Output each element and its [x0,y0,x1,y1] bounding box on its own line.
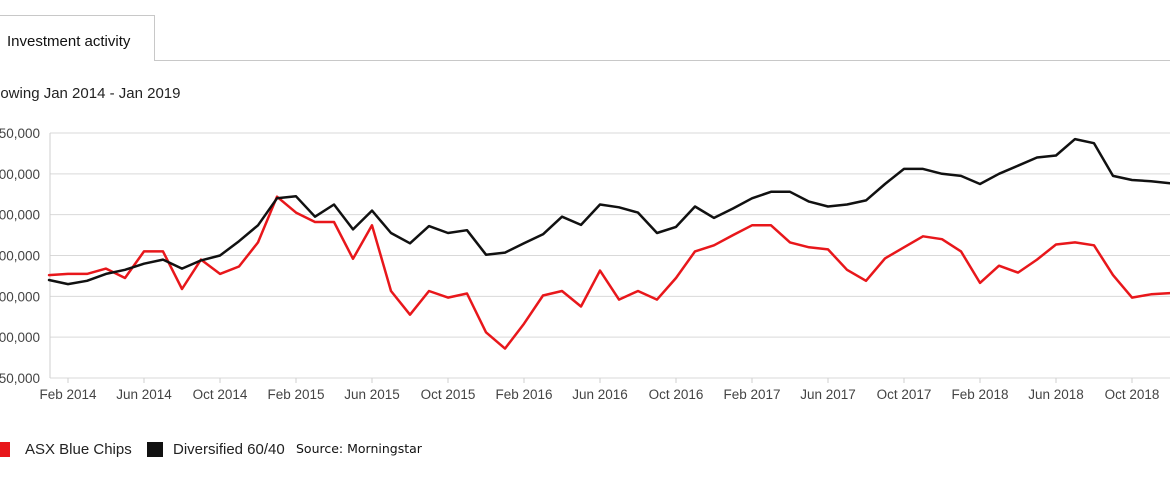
x-tick-label: Oct 2018 [1105,387,1160,402]
series-line-asx [47,195,1170,350]
x-tick-label: Feb 2015 [267,387,324,402]
x-tick-label: Jun 2016 [572,387,628,402]
y-tick-label: 00,000 [0,289,40,304]
line-chart: 50,000 00,000 00,000 00,000 00,000 00,000 50,0… [0,126,1170,402]
x-tick-label: Oct 2017 [877,387,932,402]
x-tick-label: Jun 2015 [344,387,400,402]
x-tick-label: Feb 2016 [495,387,552,402]
x-tick-label: Jun 2014 [116,387,172,402]
y-tick-label: 00,000 [0,249,40,264]
x-tick-label: Feb 2014 [39,387,97,402]
series-line-diversified [47,137,1170,286]
y-tick-label: 00,000 [0,208,40,223]
legend-label-asx: ASX Blue Chips [25,441,132,458]
x-tick-label: Jun 2017 [800,387,856,402]
legend-label-diversified: Diversified 60/40 [173,441,285,458]
x-tick-label: Jun 2018 [1028,387,1084,402]
source-note: Source: Morningstar [296,441,422,456]
legend-swatch-asx [0,442,10,457]
y-tick-label: 00,000 [0,167,40,182]
y-tick-label: 50,000 [0,371,40,386]
legend-swatch-diversified [147,442,163,457]
x-tick-label: Oct 2014 [193,387,248,402]
date-range-label: howing Jan 2014 - Jan 2019 [0,85,181,102]
x-tick-label: Feb 2018 [951,387,1008,402]
tab-bar: Investment activity [0,0,1170,61]
x-tick-label: Oct 2015 [421,387,476,402]
x-tick-label: Oct 2016 [649,387,704,402]
y-tick-label: 00,000 [0,330,40,345]
y-tick-label: 50,000 [0,126,40,141]
tab-investment-activity-label: Investment activity [7,33,131,50]
x-tick-label: Feb 2017 [723,387,780,402]
tab-investment-activity[interactable]: Investment activity [0,15,155,61]
tab-divider [155,60,1170,61]
